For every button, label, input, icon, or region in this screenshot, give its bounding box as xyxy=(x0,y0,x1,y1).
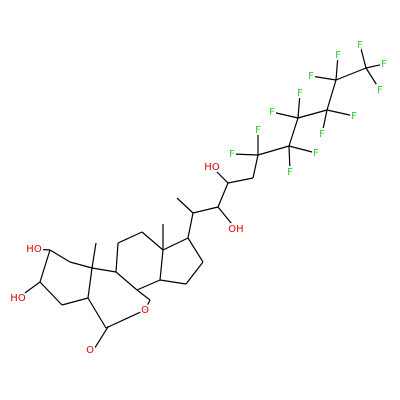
bond xyxy=(185,261,204,285)
bond xyxy=(326,109,355,117)
bond xyxy=(136,289,151,301)
bond xyxy=(310,75,337,81)
atom-label: O xyxy=(141,305,149,316)
bond xyxy=(61,297,89,306)
bond xyxy=(17,281,41,299)
atom-label: HO xyxy=(204,162,220,173)
bond xyxy=(359,44,367,69)
bond xyxy=(231,153,259,156)
atom-label: O xyxy=(86,345,94,356)
bond xyxy=(87,297,107,329)
bond xyxy=(87,267,93,299)
bond xyxy=(335,67,367,81)
bond xyxy=(335,54,339,81)
bond xyxy=(192,206,219,214)
atom-label: F xyxy=(319,129,325,140)
bond xyxy=(187,237,204,263)
bond xyxy=(115,271,138,291)
bond xyxy=(91,242,97,269)
bond xyxy=(91,267,117,273)
bond xyxy=(365,63,385,69)
bond xyxy=(288,145,317,154)
bond xyxy=(176,197,194,214)
atom-label: F xyxy=(269,107,275,118)
bond xyxy=(187,212,194,239)
bond xyxy=(33,248,51,251)
bond xyxy=(105,309,146,329)
bond xyxy=(326,79,337,111)
bond xyxy=(217,206,237,230)
bond xyxy=(141,231,164,251)
bond xyxy=(297,92,301,119)
atom-label: F xyxy=(229,149,235,160)
atom-label: HO xyxy=(10,293,26,304)
atom-label: F xyxy=(357,40,363,51)
atom-label: F xyxy=(335,50,341,61)
atom-label: F xyxy=(377,85,383,96)
atom-label: F xyxy=(313,148,319,159)
bond xyxy=(136,279,161,291)
atom-label: F xyxy=(351,111,357,122)
bond xyxy=(159,249,164,281)
atom-label: F xyxy=(255,125,261,136)
bond xyxy=(49,249,71,263)
bond xyxy=(288,145,291,173)
bond xyxy=(39,249,51,283)
bond xyxy=(227,177,254,184)
bond xyxy=(69,261,93,269)
bond xyxy=(159,279,187,285)
bond xyxy=(144,299,151,311)
bond xyxy=(271,111,299,119)
bond xyxy=(257,145,290,156)
bond xyxy=(365,67,381,91)
bonds xyxy=(17,44,385,353)
atom-label: OH xyxy=(228,224,243,235)
bond xyxy=(39,281,63,306)
bond xyxy=(115,242,119,273)
atom-label: F xyxy=(297,88,303,99)
bond xyxy=(321,109,328,135)
bond xyxy=(211,166,229,184)
bond xyxy=(217,182,229,208)
atom-label: HO xyxy=(26,244,42,255)
bond xyxy=(297,109,328,119)
atom-label: F xyxy=(308,71,314,82)
atom-label: F xyxy=(381,59,387,70)
atom-label: F xyxy=(287,167,293,178)
bond xyxy=(162,237,189,251)
bond xyxy=(252,154,259,179)
bond xyxy=(288,117,299,147)
bond xyxy=(91,325,109,353)
bond xyxy=(117,231,143,244)
